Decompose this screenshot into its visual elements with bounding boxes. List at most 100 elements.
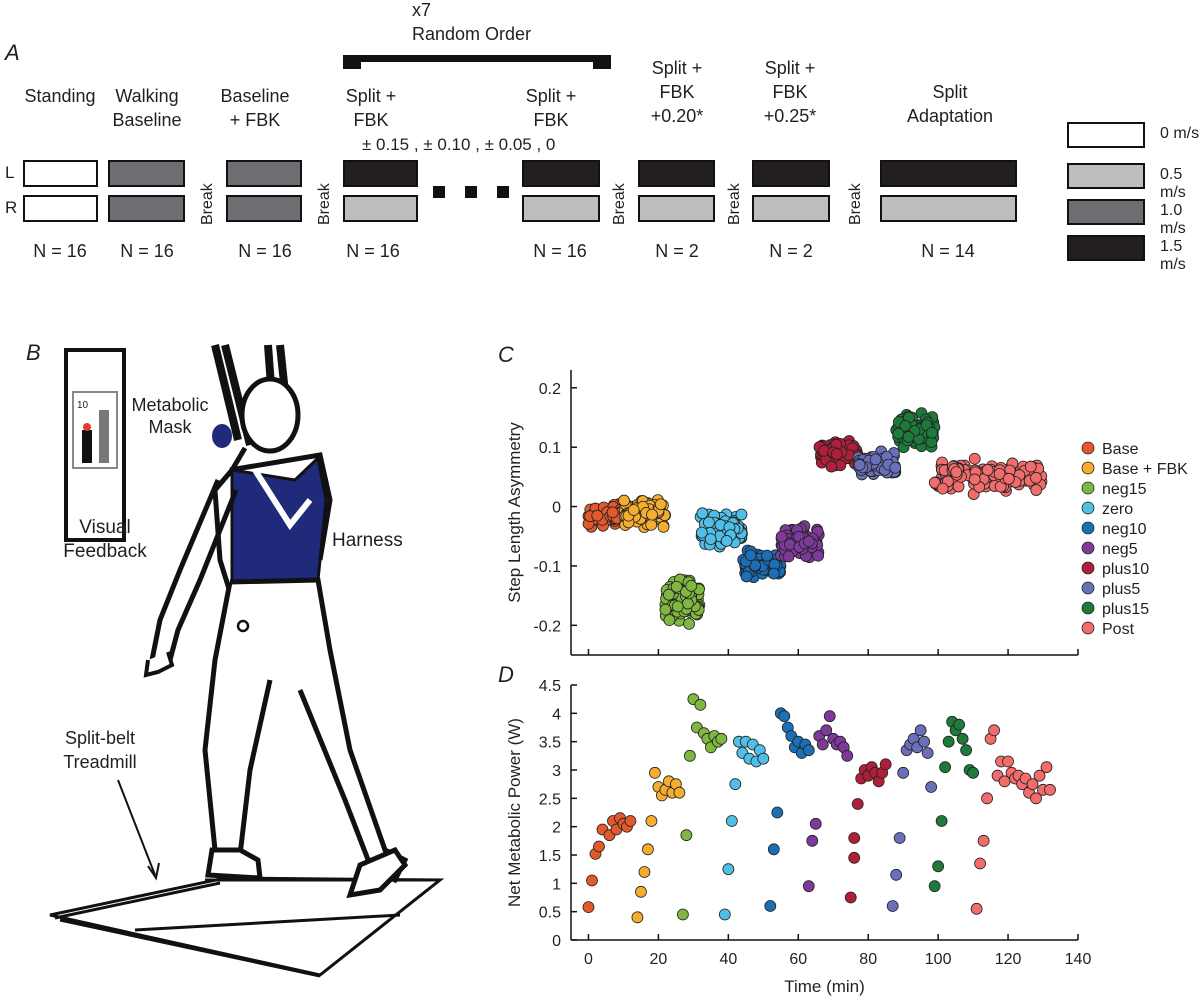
y-tick-label: 3.5 (539, 735, 561, 752)
data-point (886, 900, 899, 912)
data-point (715, 732, 728, 745)
data-point (778, 710, 791, 723)
data-point (671, 600, 684, 613)
bar-baseline-fbk-left (226, 160, 302, 187)
n-walking: N = 16 (120, 241, 174, 261)
data-point (775, 530, 788, 543)
data-point (925, 781, 938, 793)
legend-swatch-10 (1067, 199, 1145, 225)
data-point (627, 504, 640, 516)
data-point (1030, 792, 1042, 805)
data-point (683, 617, 695, 630)
data-point (848, 832, 861, 844)
legend-marker (1081, 461, 1095, 475)
data-point (764, 900, 777, 912)
data-point (694, 698, 707, 711)
legend-swatch-05 (1067, 163, 1145, 189)
ellipsis-dot (497, 186, 509, 198)
legend-label: Post (1102, 621, 1135, 638)
data-point (968, 473, 981, 486)
row-label-left: L (5, 163, 15, 182)
data-point (685, 579, 698, 592)
data-point (1030, 471, 1042, 484)
data-point (993, 468, 1006, 480)
bracket-order: Random Order (412, 24, 532, 44)
data-point (921, 747, 934, 759)
data-point (809, 817, 822, 830)
bar-standing-right (23, 195, 98, 222)
bar-standing-left (23, 160, 98, 187)
visual-feedback-label: Visual Feedback (63, 517, 147, 562)
data-point (806, 834, 819, 847)
data-point (825, 460, 838, 473)
data-point (977, 834, 990, 847)
data-point (974, 857, 986, 870)
bar-split1-left (343, 160, 418, 187)
data-point (645, 815, 658, 827)
y-tick-label: 0 (552, 933, 561, 950)
label-split-fbk-2: Split + FBK (525, 86, 577, 130)
data-point (952, 480, 965, 493)
bar-split020-right (638, 195, 715, 222)
break-label: Break (316, 183, 333, 225)
legend-label: neg10 (1102, 521, 1147, 538)
data-point (1044, 783, 1056, 796)
data-point (851, 798, 864, 810)
data-point (914, 724, 927, 737)
data-point (820, 724, 833, 737)
break-label: Break (199, 183, 216, 225)
x-axis-label: Time (min) (784, 977, 865, 996)
label-walking-baseline: Walking Baseline (112, 86, 182, 130)
data-point (618, 494, 630, 507)
y-tick-label: 0 (552, 500, 561, 517)
y-tick-label: 1 (552, 876, 561, 893)
bracket-repeat: x7 (412, 0, 432, 20)
data-point (853, 459, 866, 471)
legend-marker (1081, 481, 1095, 495)
data-point (802, 880, 815, 893)
legend-swatch-0 (1067, 122, 1145, 148)
legend-label-10: 1.0 m/s (1160, 202, 1186, 237)
legend-label: plus10 (1102, 561, 1149, 578)
label-split-fbk-1: Split + FBK (345, 86, 397, 130)
data-point (890, 868, 903, 881)
label-standing: Standing (24, 86, 96, 106)
break-label: Break (726, 183, 743, 225)
data-point (761, 549, 773, 562)
data-point (729, 778, 742, 791)
data-point (725, 815, 738, 827)
break-label: Break (611, 183, 628, 225)
x-tick-label: 60 (789, 951, 807, 968)
data-point (802, 535, 815, 548)
data-point (935, 815, 948, 827)
data-point (646, 508, 658, 521)
feedback-value: 10 (77, 400, 89, 411)
data-point (593, 840, 605, 853)
data-point (1002, 755, 1014, 768)
data-point (936, 482, 949, 495)
data-point (659, 603, 672, 616)
legend-label: neg15 (1102, 481, 1147, 498)
metabolic-mask-label: Metabolic Mask (131, 395, 209, 437)
bar-adaptation-right (880, 195, 1017, 222)
data-point (676, 908, 689, 921)
data-point (782, 550, 795, 563)
x-tick-label: 140 (1065, 951, 1092, 968)
bar-split020-left (638, 160, 715, 187)
x-tick-label: 0 (584, 951, 593, 968)
y-axis-label: Step Length Asymmetry (505, 422, 524, 603)
data-point (638, 866, 651, 878)
y-tick-label: -0.2 (533, 618, 561, 635)
data-point (720, 535, 733, 547)
y-tick-label: 2.5 (539, 791, 561, 808)
n-split020: N = 2 (655, 241, 699, 261)
data-point (830, 448, 843, 460)
bracket-right-tick (593, 55, 611, 69)
panel-a-letter: A (5, 40, 20, 65)
bar-split1-right (343, 195, 418, 222)
data-point (970, 902, 983, 915)
y-tick-label: 1.5 (539, 848, 561, 865)
y-tick-label: 4.5 (539, 678, 561, 695)
data-point (967, 766, 980, 779)
legend-marker (1081, 441, 1095, 455)
